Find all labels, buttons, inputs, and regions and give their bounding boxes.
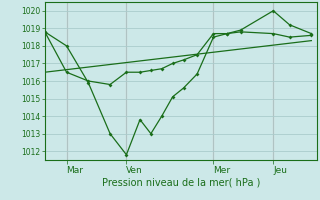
X-axis label: Pression niveau de la mer( hPa ): Pression niveau de la mer( hPa )	[102, 177, 260, 187]
